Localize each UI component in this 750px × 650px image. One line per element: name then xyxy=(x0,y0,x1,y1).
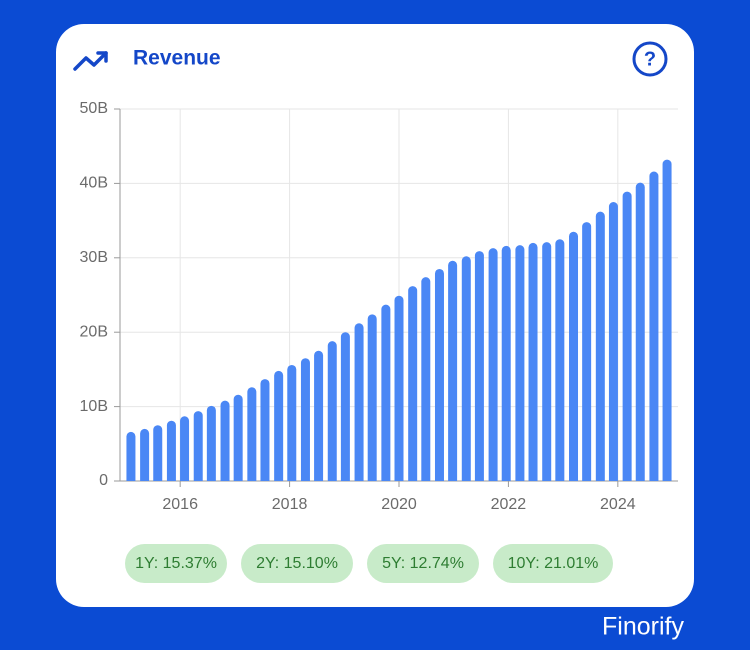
chip-background xyxy=(493,544,613,583)
chart-title: Revenue xyxy=(133,47,221,70)
bar xyxy=(126,431,136,481)
chip-label: 5Y: 12.74% xyxy=(382,555,464,572)
bar xyxy=(340,332,350,481)
bar xyxy=(140,428,150,481)
bar xyxy=(488,248,498,481)
x-tick-label: 2020 xyxy=(381,496,417,513)
bar xyxy=(595,211,605,481)
bar xyxy=(528,242,538,481)
bar xyxy=(474,251,484,481)
x-tick-label: 2016 xyxy=(162,496,198,513)
bar xyxy=(582,222,592,481)
bar xyxy=(461,256,471,481)
chip-label: 2Y: 15.10% xyxy=(256,555,338,572)
y-tick-label: 30B xyxy=(80,249,108,266)
bar xyxy=(193,411,203,481)
chip-label: 1Y: 15.37% xyxy=(135,555,217,572)
bar xyxy=(408,286,418,481)
x-tick-label: 2022 xyxy=(491,496,527,513)
bar xyxy=(354,323,364,481)
brand-logo: Finorify xyxy=(602,613,684,641)
y-tick-label: 40B xyxy=(80,175,108,192)
bar xyxy=(501,245,511,481)
chip-background xyxy=(125,544,227,583)
chip-background xyxy=(367,544,479,583)
bar xyxy=(649,171,659,481)
y-tick-label: 10B xyxy=(80,398,108,415)
bar xyxy=(381,304,391,481)
y-tick-label: 0 xyxy=(99,472,108,489)
growth-chip: 10Y: 21.01% xyxy=(493,544,613,583)
bar xyxy=(180,416,190,481)
bar xyxy=(206,405,216,481)
bar xyxy=(166,420,176,481)
growth-chip: 2Y: 15.10% xyxy=(241,544,353,583)
bar xyxy=(515,245,525,481)
bar xyxy=(327,341,337,481)
bar xyxy=(367,314,377,481)
bar xyxy=(394,295,404,481)
x-tick-label: 2018 xyxy=(272,496,308,513)
bar xyxy=(153,425,163,481)
bar xyxy=(314,350,324,481)
growth-chip: 1Y: 15.37% xyxy=(125,544,227,583)
bar xyxy=(569,231,579,481)
help-button[interactable]: ? xyxy=(632,41,668,77)
x-tick-label: 2024 xyxy=(600,496,636,513)
bar xyxy=(274,370,284,481)
svg-text:?: ? xyxy=(644,48,656,70)
chip-label: 10Y: 21.01% xyxy=(508,555,599,572)
bar xyxy=(260,379,270,481)
y-tick-label: 50B xyxy=(80,100,108,117)
bar xyxy=(635,182,645,481)
chip-background xyxy=(241,544,353,583)
bar xyxy=(608,202,618,481)
bar xyxy=(542,242,552,481)
trend-icon xyxy=(73,51,108,71)
bar xyxy=(233,394,243,481)
growth-chip: 5Y: 12.74% xyxy=(367,544,479,583)
bar xyxy=(448,260,458,481)
bar xyxy=(662,159,672,481)
bar xyxy=(622,191,632,482)
bar xyxy=(555,239,565,481)
bar xyxy=(220,400,230,481)
bar xyxy=(434,268,444,481)
bar xyxy=(421,277,431,481)
bar xyxy=(247,387,257,481)
y-tick-label: 20B xyxy=(80,323,108,340)
bar xyxy=(287,364,297,481)
bar xyxy=(300,358,310,481)
